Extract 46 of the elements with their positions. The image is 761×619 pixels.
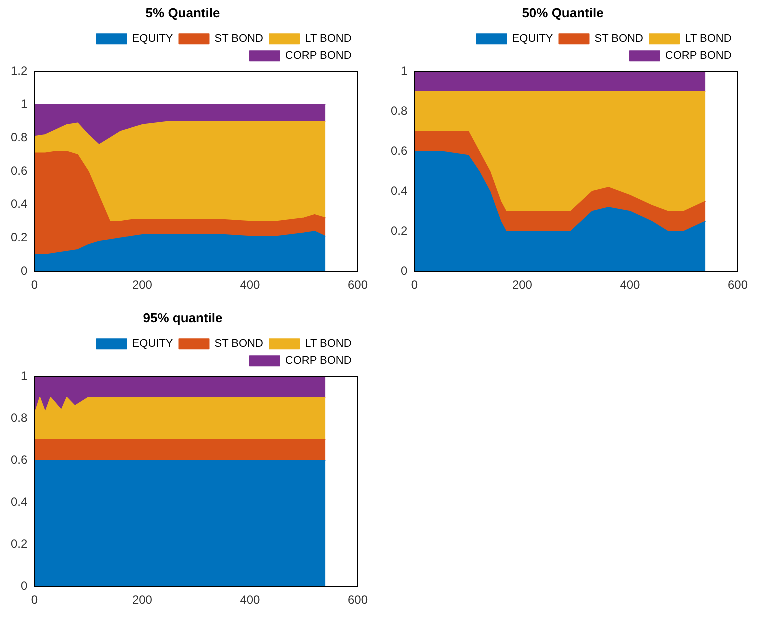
y-tick-label: 1 bbox=[20, 97, 28, 112]
legend-label: CORP BOND bbox=[665, 50, 732, 62]
x-tick-label: 0 bbox=[31, 593, 38, 608]
legend-label: LT BOND bbox=[685, 33, 732, 46]
y-tick-label: 0.2 bbox=[10, 536, 28, 551]
y-tick-label: 0 bbox=[20, 264, 28, 278]
y-tick-label: 0.6 bbox=[390, 144, 408, 158]
y-tick-label: 0.8 bbox=[10, 410, 28, 425]
y-tick-label: 0 bbox=[20, 578, 28, 593]
legend-label: EQUITY bbox=[132, 338, 174, 350]
y-tick-label: 0.2 bbox=[390, 224, 408, 238]
y-tick-label: 0 bbox=[400, 264, 408, 278]
chart-title: 5% Quantile bbox=[146, 5, 220, 20]
x-tick-label: 600 bbox=[348, 278, 368, 292]
y-tick-label: 1 bbox=[400, 64, 408, 78]
chart-title: 95% quantile bbox=[143, 310, 223, 326]
x-tick-label: 200 bbox=[512, 278, 533, 292]
y-tick-label: 0.2 bbox=[10, 230, 28, 245]
x-tick-label: 400 bbox=[240, 278, 261, 292]
x-tick-label: 600 bbox=[348, 593, 368, 608]
x-tick-label: 400 bbox=[620, 278, 641, 292]
x-tick-label: 0 bbox=[31, 278, 38, 292]
legend-label: ST BOND bbox=[214, 33, 264, 46]
x-tick-label: 600 bbox=[728, 278, 748, 292]
x-tick-label: 200 bbox=[132, 278, 153, 292]
legend-label: ST BOND bbox=[594, 33, 644, 46]
legend-label: ST BOND bbox=[214, 338, 264, 350]
x-tick-label: 200 bbox=[132, 593, 153, 608]
legend-label: CORP BOND bbox=[285, 50, 352, 62]
chart-title: 50% Quantile bbox=[522, 5, 604, 20]
legend-label: EQUITY bbox=[512, 33, 554, 46]
y-tick-label: 0.4 bbox=[10, 197, 28, 212]
legend-label: EQUITY bbox=[132, 33, 174, 46]
y-tick-label: 1.2 bbox=[10, 64, 28, 78]
y-tick-label: 0.4 bbox=[390, 184, 408, 198]
legend-label: CORP BOND bbox=[285, 355, 352, 368]
y-tick-label: 1 bbox=[20, 368, 28, 383]
x-tick-label: 400 bbox=[240, 593, 261, 608]
y-tick-label: 0.6 bbox=[10, 164, 28, 178]
legend-label: LT BOND bbox=[305, 33, 352, 46]
legend-label: LT BOND bbox=[305, 338, 352, 350]
y-tick-label: 0.6 bbox=[10, 452, 28, 467]
x-tick-label: 0 bbox=[411, 278, 418, 292]
y-tick-label: 0.8 bbox=[10, 130, 28, 145]
y-tick-label: 0.4 bbox=[10, 494, 28, 509]
y-tick-label: 0.8 bbox=[390, 104, 408, 118]
